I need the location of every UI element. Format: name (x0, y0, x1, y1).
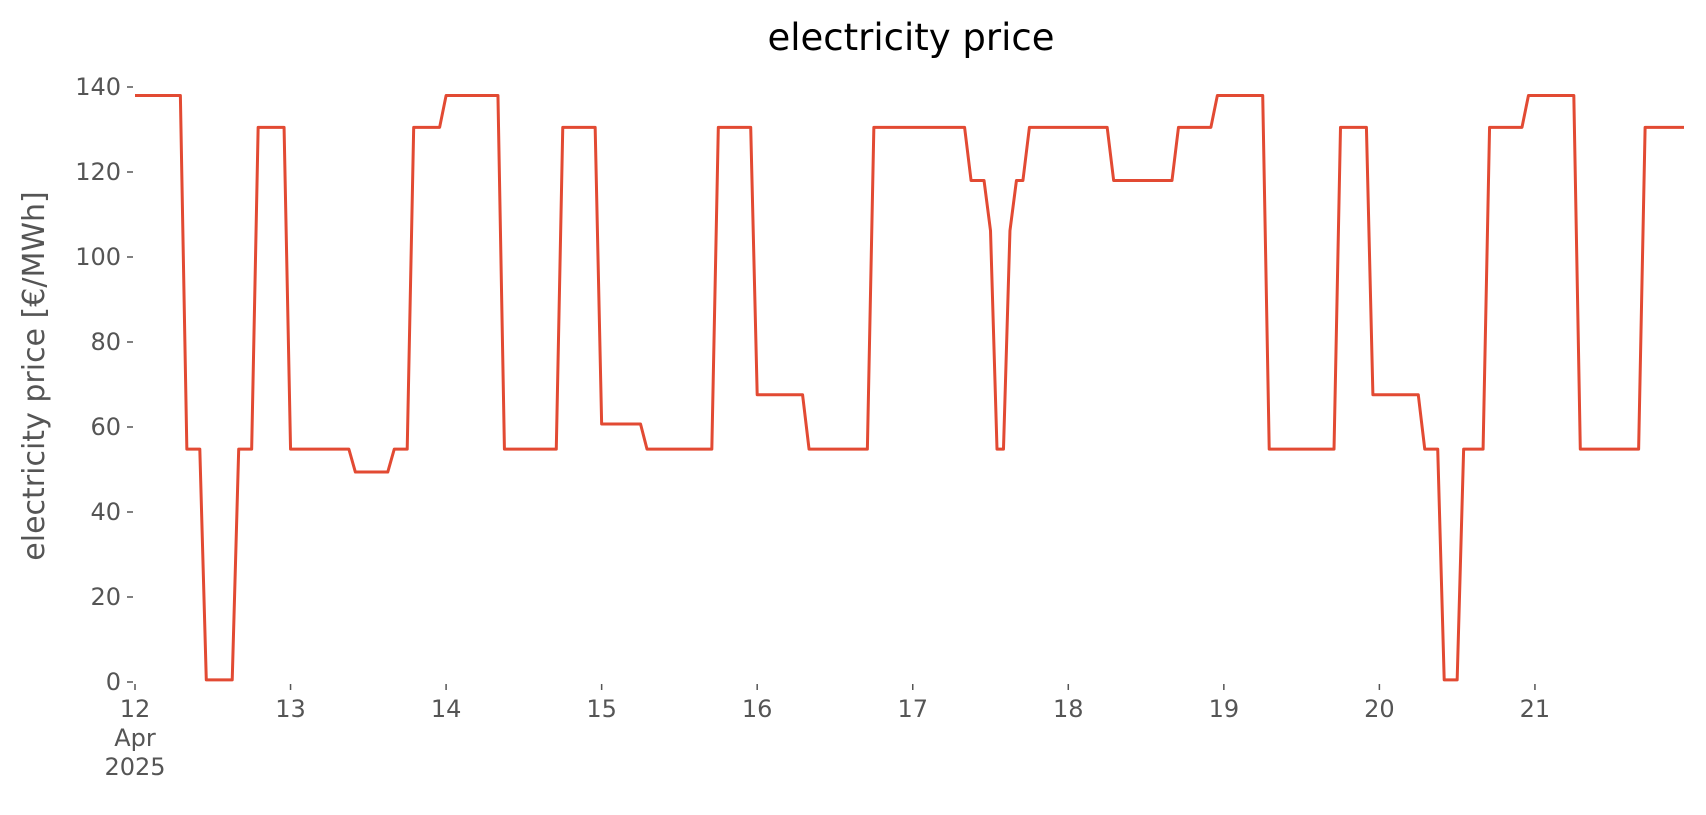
x-tick-label: 14 (431, 695, 462, 723)
y-tick-label: 120 (75, 158, 121, 186)
y-tick-label: 100 (75, 243, 121, 271)
y-tick-label: 0 (106, 668, 121, 696)
x-tick-label: 15 (586, 695, 617, 723)
x-tick-label: 19 (1209, 695, 1240, 723)
line-series (135, 94, 1684, 682)
x-tick-label: 18 (1053, 695, 1084, 723)
y-tick-label: 20 (90, 583, 121, 611)
x-tick-label: 12 Apr 2025 (104, 695, 165, 781)
x-tick-label: 17 (897, 695, 928, 723)
x-tick-label: 21 (1520, 695, 1551, 723)
y-tick-label: 40 (90, 498, 121, 526)
y-axis-label: electricity price [€/MWh] (17, 191, 52, 560)
y-tick-label: 60 (90, 413, 121, 441)
y-tick-label: 140 (75, 73, 121, 101)
x-tick-label: 16 (742, 695, 773, 723)
x-tick-label: 13 (275, 695, 306, 723)
x-tick-label: 20 (1364, 695, 1395, 723)
chart-title: electricity price (767, 16, 1054, 59)
y-tick-label: 80 (90, 328, 121, 356)
